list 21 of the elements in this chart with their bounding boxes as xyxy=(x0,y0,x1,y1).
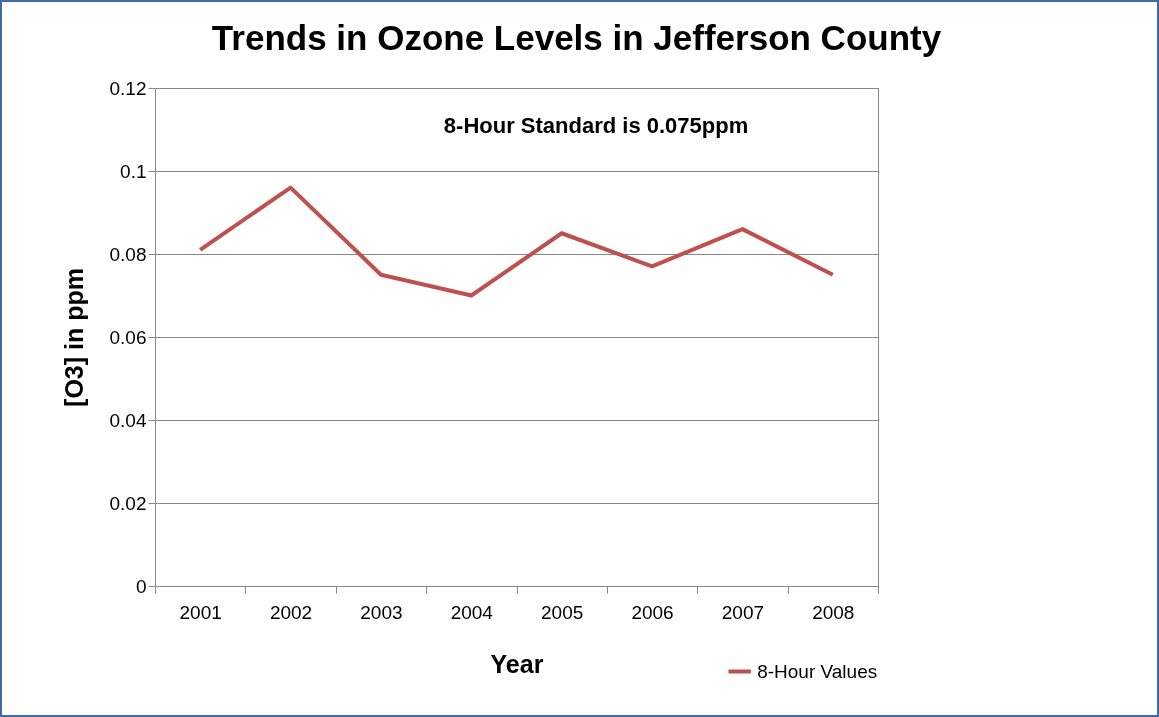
x-tick-label: 2003 xyxy=(360,601,403,623)
x-axis-title: Year xyxy=(490,649,544,678)
x-tick-label: 2007 xyxy=(721,601,765,623)
y-tick-label: 0.06 xyxy=(109,326,147,348)
y-tick-label: 0.12 xyxy=(109,77,147,99)
x-tick-label: 2004 xyxy=(450,601,494,623)
legend-label: 8-Hour Values xyxy=(757,660,878,682)
y-tick-label: 0.02 xyxy=(109,492,147,514)
x-tick-label: 2002 xyxy=(269,601,313,623)
x-tick-label: 2008 xyxy=(812,601,855,623)
line-series xyxy=(198,185,835,298)
x-tick-label: 2001 xyxy=(179,601,222,623)
annotation: 8-Hour Standard is 0.075ppm xyxy=(443,113,749,138)
y-tick-label: 0.08 xyxy=(109,243,147,265)
y-tick-label: 0.1 xyxy=(120,160,147,182)
y-tick-label: 0.04 xyxy=(109,409,147,431)
y-axis-title: [O3] in ppm xyxy=(59,268,88,407)
chart-title: Trends in Ozone Levels in Jefferson County xyxy=(211,18,942,57)
y-tick-label: 0 xyxy=(135,575,147,597)
x-tick-label: 2006 xyxy=(631,601,674,623)
x-tick-label: 2005 xyxy=(541,601,584,623)
